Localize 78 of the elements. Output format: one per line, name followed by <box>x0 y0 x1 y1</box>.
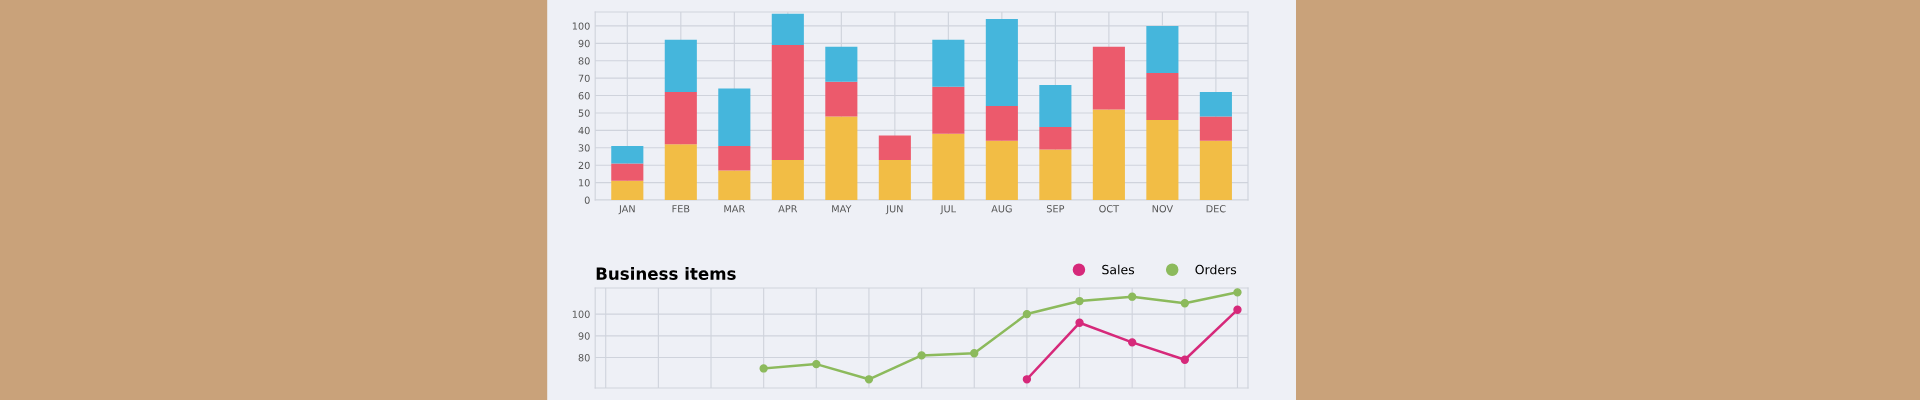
point <box>1180 299 1189 308</box>
bar <box>771 159 804 200</box>
bar <box>985 140 1018 200</box>
point <box>917 351 926 360</box>
x-tick-label: AUG <box>991 205 1012 213</box>
bar <box>1039 149 1072 200</box>
y-tick-label: 100 <box>572 310 590 318</box>
bar <box>611 163 644 181</box>
x-tick-label: FEB <box>672 205 690 213</box>
y-tick-label: 0 <box>584 196 590 204</box>
legend-label: Orders <box>1195 264 1237 275</box>
bar <box>664 39 697 93</box>
y-tick-label: 80 <box>578 354 590 362</box>
point <box>1075 296 1084 306</box>
point <box>1022 309 1032 319</box>
point <box>1022 375 1032 384</box>
y-tick-label: 90 <box>578 39 590 48</box>
y-tick-label: 100 <box>572 22 590 30</box>
bar <box>825 81 858 117</box>
bar <box>1146 72 1179 120</box>
x-tick-label: APR <box>778 205 798 213</box>
bar <box>825 46 858 82</box>
point <box>864 375 874 384</box>
point <box>812 359 821 369</box>
y-tick-label: 20 <box>578 161 590 170</box>
x-tick-label: JAN <box>618 205 635 215</box>
bar <box>1199 140 1232 200</box>
x-tick-label: SEP <box>1046 205 1065 213</box>
bar <box>878 159 911 200</box>
point <box>1075 318 1084 327</box>
y-tick-label: 70 <box>578 74 590 82</box>
bar <box>1039 85 1072 127</box>
bar <box>932 133 965 200</box>
y-tick-label: 40 <box>578 126 590 135</box>
bar <box>932 39 965 87</box>
y-tick-label: 90 <box>578 332 590 340</box>
x-tick-label: MAR <box>724 205 745 213</box>
bar <box>664 144 697 200</box>
point <box>1233 288 1242 297</box>
bar <box>718 146 751 171</box>
point <box>1128 338 1137 347</box>
y-tick-label: 50 <box>578 109 590 117</box>
bar <box>1199 116 1232 141</box>
point <box>970 349 979 358</box>
bar <box>718 88 751 147</box>
point <box>759 364 768 373</box>
legend-label: Sales <box>1102 264 1135 275</box>
x-tick-label: JUN <box>885 205 903 215</box>
bar <box>611 180 644 200</box>
point <box>1180 355 1189 364</box>
x-tick-label: MAY <box>832 205 852 213</box>
point <box>1233 305 1242 314</box>
chart-title: Business items <box>596 267 736 280</box>
bar <box>611 146 644 164</box>
x-tick-label: NOV <box>1152 205 1174 213</box>
bar <box>1039 126 1072 150</box>
bar <box>1146 119 1179 200</box>
bar <box>825 116 858 200</box>
x-tick-label: OCT <box>1099 205 1120 213</box>
bar <box>985 106 1018 141</box>
bar <box>771 45 804 160</box>
bar <box>985 18 1018 106</box>
bar <box>1199 92 1232 117</box>
x-tick-label: DEC <box>1206 205 1226 213</box>
bar <box>718 170 751 200</box>
bar <box>664 92 697 145</box>
x-tick-label: JUL <box>940 205 956 215</box>
bar <box>1092 109 1125 200</box>
bar <box>932 86 965 134</box>
y-tick-label: 10 <box>579 179 590 187</box>
y-tick-label: 80 <box>578 57 590 65</box>
point <box>1128 292 1137 301</box>
bar <box>771 13 804 46</box>
y-tick-label: 60 <box>578 92 590 100</box>
bar <box>1146 25 1179 73</box>
bar <box>878 135 911 160</box>
bar <box>1092 46 1125 110</box>
y-tick-label: 30 <box>578 144 590 152</box>
